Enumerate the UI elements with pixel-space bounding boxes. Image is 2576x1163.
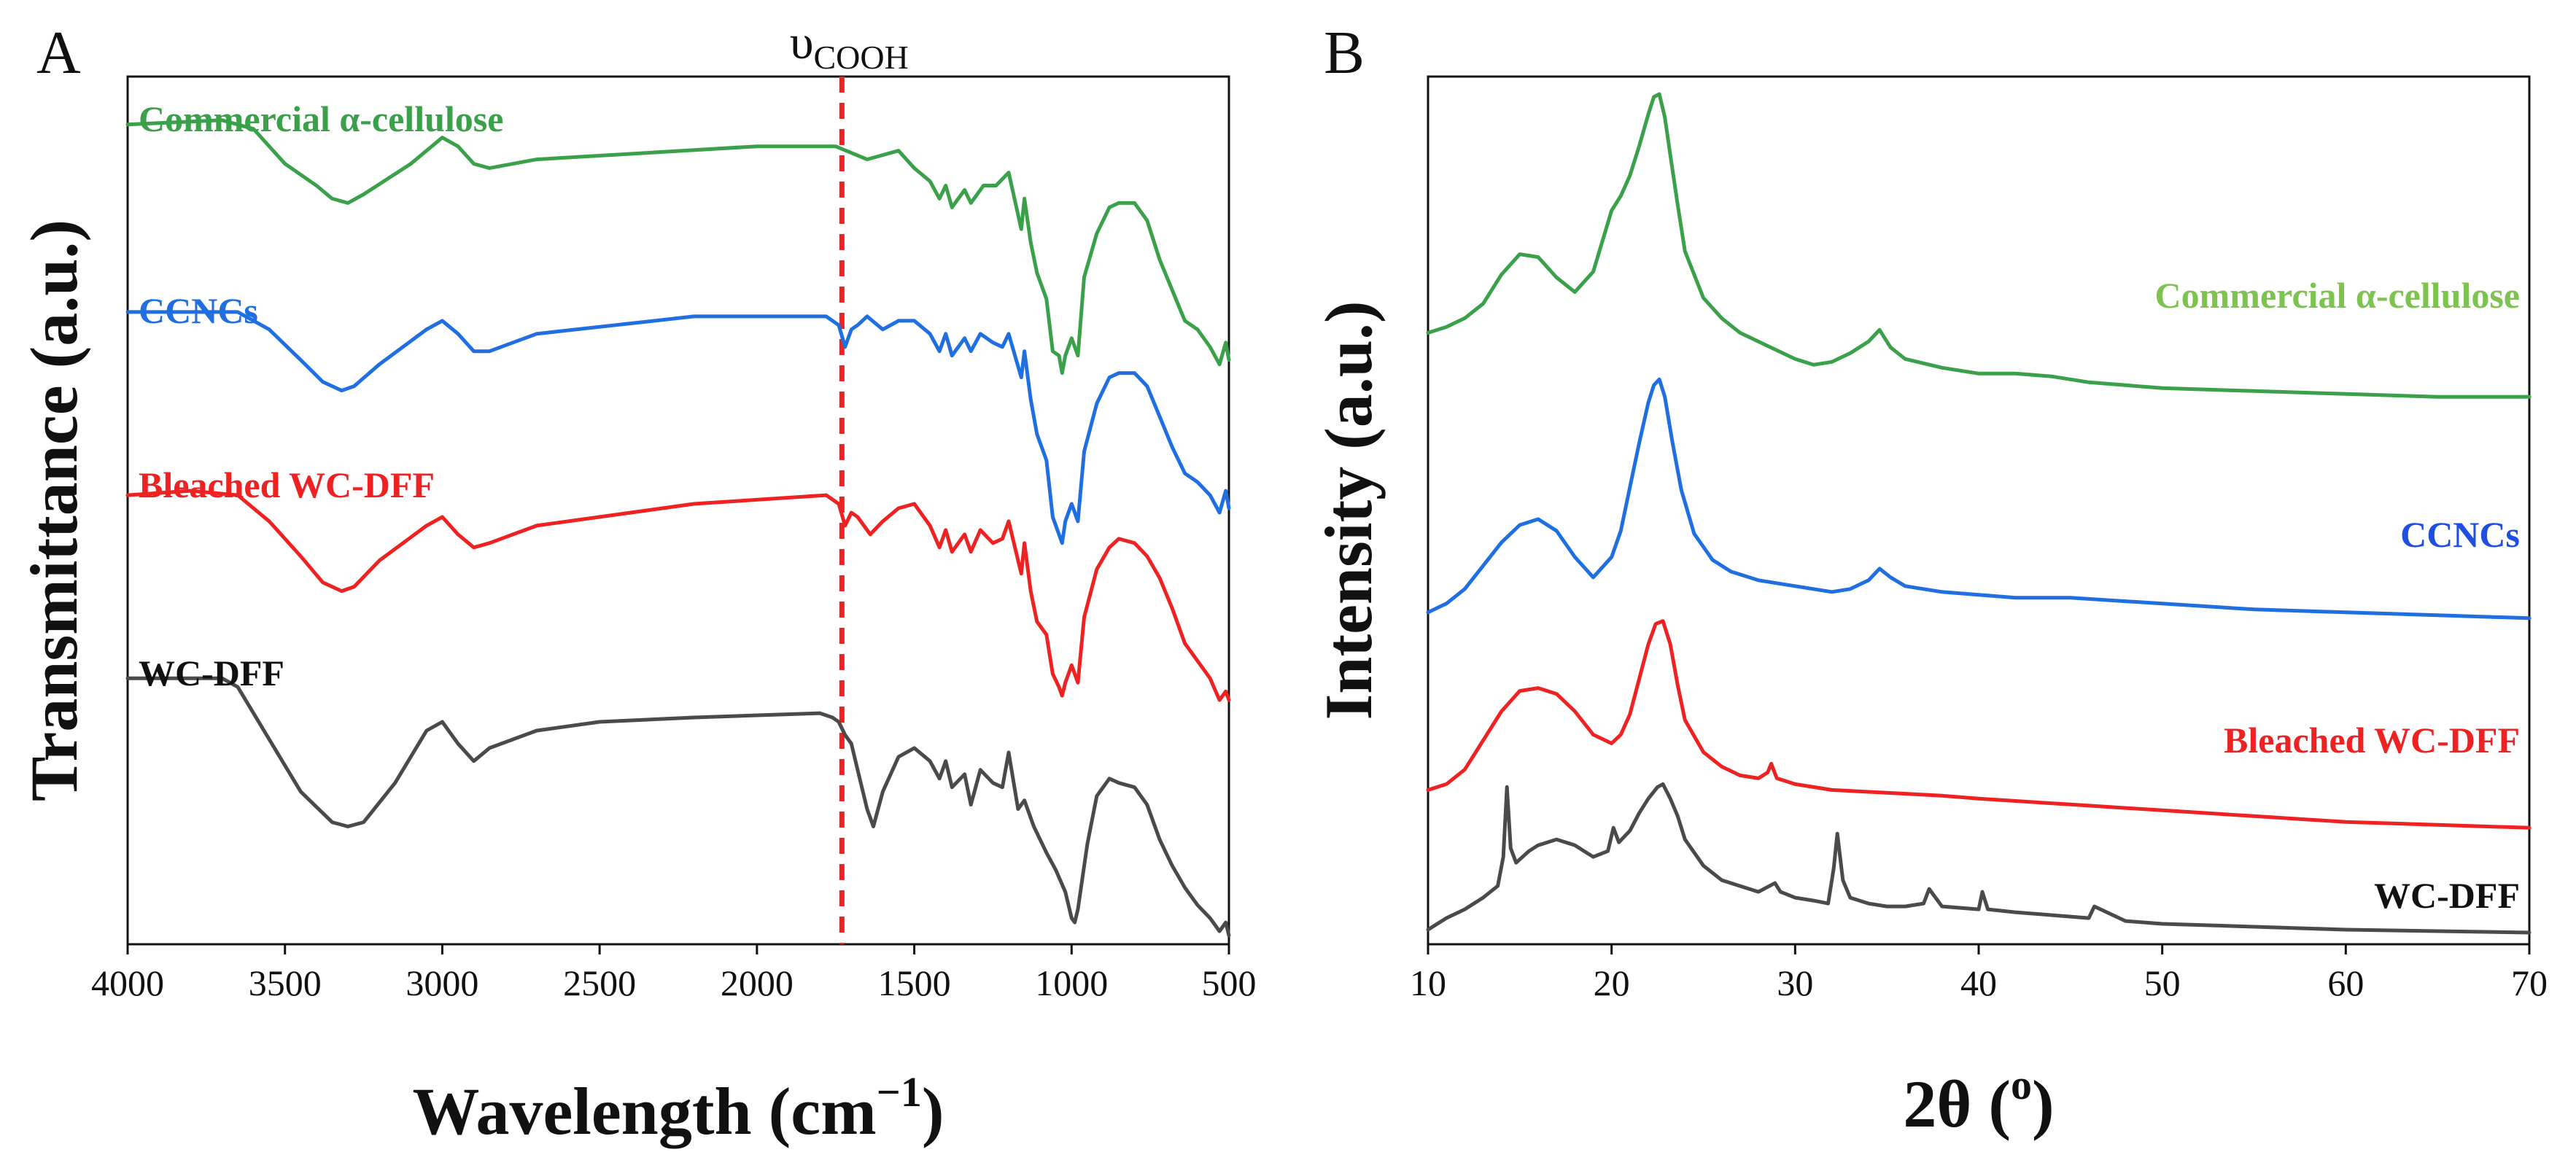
x-tick-label-a-1000: 1000 — [1035, 962, 1108, 1003]
a-label-ccncs: CCNCs — [139, 290, 258, 331]
cooh-symbol: υ — [790, 16, 814, 69]
x-tick-label-b-50: 50 — [2144, 962, 2181, 1003]
x-tick-label-a-2000: 2000 — [721, 962, 794, 1003]
panel-b-x-axis-title: 2θ (o) — [1903, 1061, 2054, 1141]
panel-a-plot-frame — [126, 75, 1230, 946]
panel-a-x-axis-title-close: ) — [922, 1074, 944, 1148]
b-label-commercial-alpha-cellulose: Commercial α-cellulose — [2155, 275, 2520, 316]
b-label-ccncs: CCNCs — [2400, 514, 2520, 555]
cooh-subscript: COOH — [814, 39, 909, 76]
x-tick-label-a-3000: 3000 — [406, 962, 478, 1003]
panel-a-x-axis-title-sup: −1 — [877, 1068, 922, 1116]
a-label-commercial-alpha-cellulose: Commercial α-cellulose — [139, 98, 503, 139]
panel-b-x-axis-title-sup: o — [2011, 1061, 2032, 1108]
x-tick-label-b-30: 30 — [1777, 962, 1813, 1003]
panel-b: B Commercial α-cellulose CCNCs Bleached … — [1311, 19, 2548, 1141]
cooh-reference-label: υCOOH — [790, 16, 909, 76]
x-tick-label-b-20: 20 — [1594, 962, 1630, 1003]
panel-b-x-axis-title-main: 2θ ( — [1903, 1067, 2011, 1141]
panel-a-y-axis-title: Transmittance (a.u.) — [17, 219, 91, 801]
b-label-bleached-wc-dff: Bleached WC-DFF — [2224, 720, 2520, 761]
series-line-a-ccncs — [125, 310, 1231, 545]
panel-b-x-axis-title-close: ) — [2032, 1067, 2055, 1141]
panel-a: A υCOOH Commercial α-cellulose CCNCs Ble… — [17, 16, 1257, 1148]
a-label-wc-dff: WC-DFF — [139, 653, 284, 693]
x-tick-label-b-60: 60 — [2327, 962, 2364, 1003]
x-tick-label-a-4000: 4000 — [91, 962, 164, 1003]
panel-a-x-axis-title-main: Wavelength (cm — [413, 1074, 877, 1148]
a-label-bleached-wc-dff: Bleached WC-DFF — [139, 464, 435, 505]
panel-b-letter: B — [1324, 19, 1365, 87]
panel-a-letter: A — [36, 19, 81, 87]
x-tick-label-b-10: 10 — [1410, 962, 1446, 1003]
x-tick-label-b-70: 70 — [2511, 962, 2548, 1003]
x-tick-label-a-2500: 2500 — [563, 962, 636, 1003]
series-line-b-ccncs — [1426, 377, 2532, 621]
series-line-a-wc-dff — [125, 676, 1231, 938]
series-line-b-commercial-alpha-cellulose — [1426, 92, 2532, 399]
x-tick-label-b-40: 40 — [1960, 962, 1997, 1003]
x-tick-label-a-500: 500 — [1202, 962, 1257, 1003]
series-line-a-commercial-alpha-cellulose — [125, 118, 1231, 376]
series-line-b-bleached-wc-dff — [1426, 619, 2532, 830]
x-tick-label-a-3500: 3500 — [249, 962, 322, 1003]
series-line-a-bleached-wc-dff — [125, 489, 1231, 702]
panel-b-y-axis-title: Intensity (a.u.) — [1311, 300, 1386, 720]
series-line-b-wc-dff — [1426, 782, 2532, 935]
panel-a-x-axis-title: Wavelength (cm−1) — [413, 1068, 944, 1148]
x-tick-label-a-1500: 1500 — [878, 962, 951, 1003]
b-label-wc-dff: WC-DFF — [2374, 875, 2520, 916]
